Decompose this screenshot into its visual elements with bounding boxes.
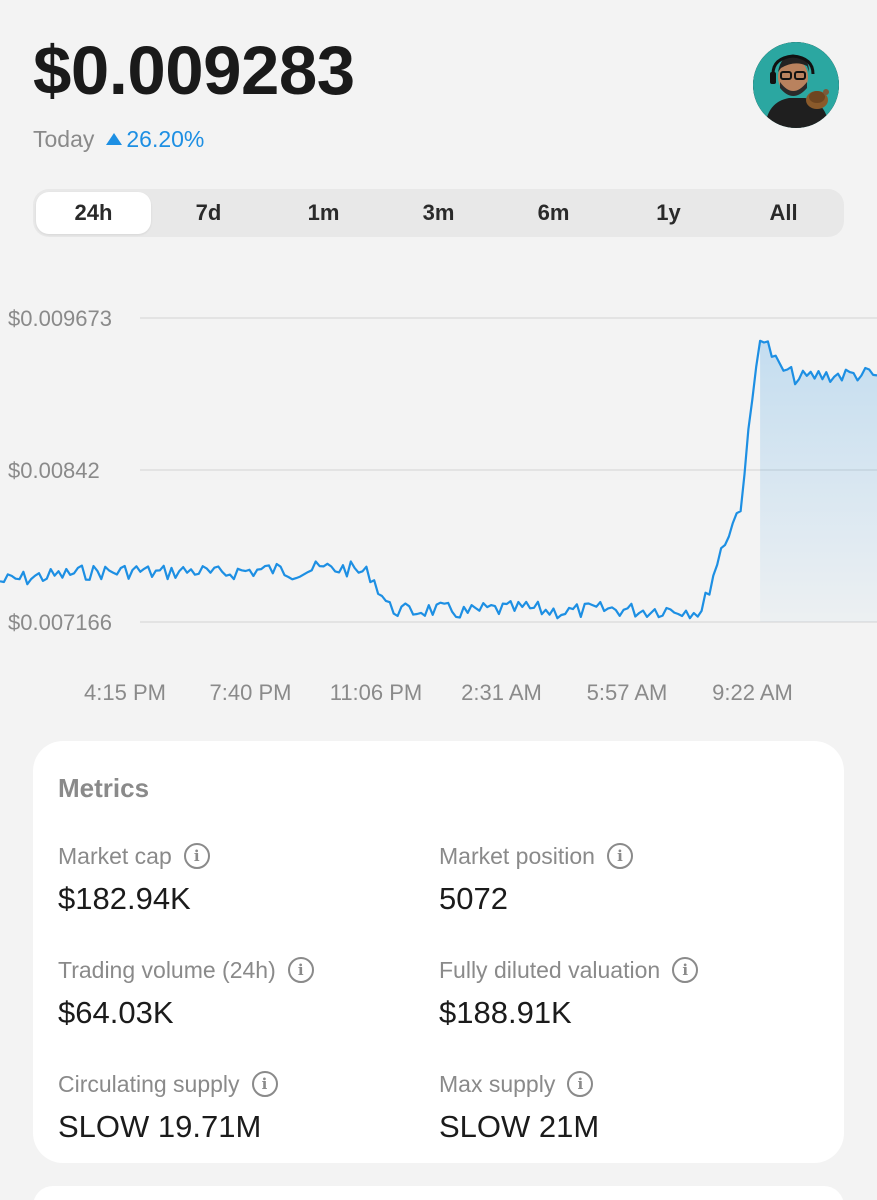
- metric-trading-volume: Trading volume (24h) i $64.03K: [58, 955, 314, 1031]
- metric-label: Market cap: [58, 842, 172, 869]
- metric-label: Circulating supply: [58, 1070, 240, 1097]
- tab-1m[interactable]: 1m: [307, 200, 340, 225]
- x-tick-label: 5:57 AM: [587, 680, 668, 705]
- y-axis-labels: $0.009673 $0.00842 $0.007166: [8, 306, 112, 635]
- price-change-value: 26.20%: [126, 126, 205, 152]
- metric-value: $188.91K: [439, 995, 572, 1030]
- info-icon[interactable]: i: [672, 957, 699, 983]
- y-tick-label: $0.007166: [8, 610, 112, 635]
- info-icon[interactable]: i: [251, 1071, 278, 1097]
- metric-value: SLOW 19.71M: [58, 1109, 262, 1144]
- info-icon[interactable]: i: [567, 1071, 594, 1097]
- metric-value: SLOW 21M: [439, 1109, 600, 1144]
- x-tick-label: 11:06 PM: [330, 680, 423, 705]
- profile-avatar[interactable]: [753, 42, 839, 128]
- metric-label: Trading volume (24h): [58, 956, 276, 983]
- period-label: Today: [33, 126, 95, 152]
- metric-fully-diluted-valuation: Fully diluted valuation i $188.91K: [439, 955, 699, 1031]
- tab-all[interactable]: All: [769, 200, 798, 225]
- price-line: [0, 339, 877, 620]
- x-tick-label: 9:22 AM: [712, 680, 793, 705]
- x-axis-labels: 4:15 PM 7:40 PM 11:06 PM 2:31 AM 5:57 AM 9:22…: [84, 680, 793, 705]
- tab-3m[interactable]: 3m: [422, 200, 455, 225]
- tab-24h[interactable]: 24h: [36, 192, 151, 234]
- metric-market-cap: Market cap i $182.94K: [58, 841, 210, 917]
- metric-label: Max supply: [439, 1070, 556, 1097]
- tab-1y[interactable]: 1y: [656, 200, 681, 225]
- metric-max-supply: Max supply i SLOW 21M: [439, 1069, 599, 1145]
- metric-value: $182.94K: [58, 881, 191, 916]
- info-icon[interactable]: i: [183, 843, 210, 869]
- metric-market-position: Market position i 5072: [439, 841, 633, 917]
- tab-7d[interactable]: 7d: [195, 200, 222, 225]
- tab-6m[interactable]: 6m: [537, 200, 570, 225]
- y-tick-label: $0.009673: [8, 306, 112, 331]
- price-change-row: Today 26.20%: [33, 126, 204, 153]
- metric-value: 5072: [439, 881, 508, 916]
- next-section-card: [33, 1186, 844, 1200]
- x-tick-label: 4:15 PM: [84, 680, 166, 705]
- metric-value: $64.03K: [58, 995, 174, 1030]
- price-change: 26.20%: [106, 126, 204, 153]
- user-avatar-icon: [753, 42, 839, 128]
- metric-label: Fully diluted valuation: [439, 956, 661, 983]
- x-tick-label: 7:40 PM: [210, 680, 292, 705]
- price-chart[interactable]: $0.009673 $0.00842 $0.007166 4:15 PM 7:40 P…: [0, 250, 877, 720]
- info-icon[interactable]: i: [606, 843, 633, 869]
- metrics-card: Metrics Market cap i $182.94K Market pos…: [33, 741, 844, 1163]
- price-area-fill: [760, 340, 877, 622]
- chart-gridlines: [140, 317, 877, 623]
- metric-label: Market position: [439, 842, 595, 869]
- metric-circulating-supply: Circulating supply i SLOW 19.71M: [58, 1069, 278, 1145]
- time-range-selector: 24h 7d 1m 3m 6m 1y All: [33, 189, 844, 237]
- current-price: $0.009283: [33, 32, 355, 109]
- y-tick-label: $0.00842: [8, 458, 100, 483]
- info-icon[interactable]: i: [287, 957, 314, 983]
- metrics-title: Metrics: [58, 773, 150, 803]
- x-tick-label: 2:31 AM: [461, 680, 542, 705]
- triangle-up-icon: [106, 132, 123, 145]
